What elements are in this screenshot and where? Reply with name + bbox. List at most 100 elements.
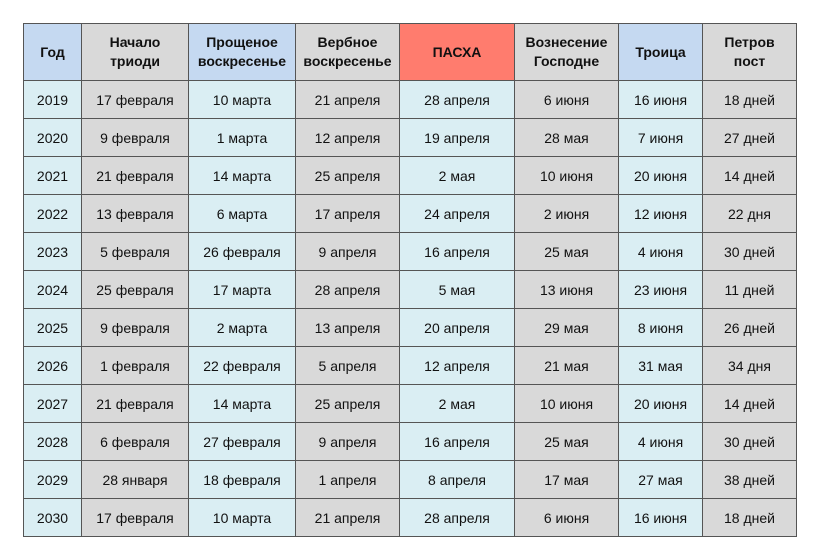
table-cell: 6 февраля: [81, 422, 189, 461]
table-cell: 28 апреля: [399, 498, 515, 537]
table-cell: 28 апреля: [399, 80, 515, 119]
table-cell: 28 мая: [514, 118, 619, 157]
table-cell: 2023: [23, 232, 82, 271]
table-cell: 5 февраля: [81, 232, 189, 271]
table-cell: 18 дней: [702, 80, 797, 119]
table-cell: 29 мая: [514, 308, 619, 347]
table-cell: 8 апреля: [399, 460, 515, 499]
table-cell: 9 апреля: [295, 232, 400, 271]
table-cell: 22 февраля: [188, 346, 296, 385]
table-wrap: Год Начало триоди Прощеное воскресенье Верб…: [23, 23, 797, 537]
table-row: 2024 25 февраля 17 марта 28 апреля 5 мая 13 и…: [23, 270, 797, 309]
table-cell: 16 апреля: [399, 232, 515, 271]
table-cell: 25 мая: [514, 232, 619, 271]
table-cell: 20 июня: [618, 384, 703, 423]
table-cell: 21 февраля: [81, 156, 189, 195]
table-cell: 2027: [23, 384, 82, 423]
table-cell: 2026: [23, 346, 82, 385]
table-cell: 26 дней: [702, 308, 797, 347]
header-cell: Вознесение Господне: [514, 23, 619, 81]
table-cell: 2028: [23, 422, 82, 461]
table-cell: 25 апреля: [295, 156, 400, 195]
table-row: 2020 9 февраля 1 марта 12 апреля 19 апреля 28…: [23, 118, 797, 157]
table-cell: 10 марта: [188, 80, 296, 119]
table-cell: 5 апреля: [295, 346, 400, 385]
table-cell: 25 апреля: [295, 384, 400, 423]
table-cell: 2024: [23, 270, 82, 309]
table-cell: 34 дня: [702, 346, 797, 385]
table-row: 2021 21 февраля 14 марта 25 апреля 2 мая 10 и…: [23, 156, 797, 195]
table-cell: 2 мая: [399, 384, 515, 423]
table-cell: 2019: [23, 80, 82, 119]
table-cell: 7 июня: [618, 118, 703, 157]
header-cell: Год: [23, 23, 82, 81]
calendar-table: Год Начало триоди Прощеное воскресенье Верб…: [23, 23, 797, 537]
table-cell: 17 марта: [188, 270, 296, 309]
table-cell: 6 марта: [188, 194, 296, 233]
table-cell: 16 июня: [618, 498, 703, 537]
table-cell: 1 марта: [188, 118, 296, 157]
table-cell: 13 июня: [514, 270, 619, 309]
table-cell: 38 дней: [702, 460, 797, 499]
header-cell: Петров пост: [702, 23, 797, 81]
table-cell: 22 дня: [702, 194, 797, 233]
table-cell: 1 февраля: [81, 346, 189, 385]
table-cell: 17 февраля: [81, 498, 189, 537]
table-cell: 13 февраля: [81, 194, 189, 233]
header-row: Год Начало триоди Прощеное воскресенье Верб…: [23, 23, 797, 81]
table-cell: 12 июня: [618, 194, 703, 233]
table-cell: 2029: [23, 460, 82, 499]
table-cell: 24 апреля: [399, 194, 515, 233]
table-cell: 28 января: [81, 460, 189, 499]
table-row: 2019 17 февраля 10 марта 21 апреля 28 апреля…: [23, 80, 797, 119]
table-cell: 12 апреля: [399, 346, 515, 385]
table-cell: 10 марта: [188, 498, 296, 537]
header-cell: Троица: [618, 23, 703, 81]
table-cell: 16 апреля: [399, 422, 515, 461]
table-cell: 14 дней: [702, 156, 797, 195]
table-cell: 4 июня: [618, 422, 703, 461]
table-row: 2022 13 февраля 6 марта 17 апреля 24 апреля 2…: [23, 194, 797, 233]
table-cell: 27 мая: [618, 460, 703, 499]
table-cell: 14 марта: [188, 156, 296, 195]
table-cell: 27 февраля: [188, 422, 296, 461]
table-cell: 6 июня: [514, 80, 619, 119]
table-cell: 17 февраля: [81, 80, 189, 119]
header-cell: Прощеное воскресенье: [188, 23, 296, 81]
table-row: 2029 28 января 18 февраля 1 апреля 8 апреля 1…: [23, 460, 797, 499]
header-cell: ПАСХА: [399, 23, 515, 81]
table-cell: 10 июня: [514, 156, 619, 195]
table-cell: 2 марта: [188, 308, 296, 347]
table-cell: 17 мая: [514, 460, 619, 499]
table-cell: 18 дней: [702, 498, 797, 537]
table-cell: 13 апреля: [295, 308, 400, 347]
table-cell: 2 мая: [399, 156, 515, 195]
table-row: 2030 17 февраля 10 марта 21 апреля 28 апреля…: [23, 498, 797, 537]
table-cell: 5 мая: [399, 270, 515, 309]
table-cell: 23 июня: [618, 270, 703, 309]
table-cell: 2 июня: [514, 194, 619, 233]
table-cell: 21 мая: [514, 346, 619, 385]
table-cell: 31 мая: [618, 346, 703, 385]
table-row: 2028 6 февраля 27 февраля 9 апреля 16 апреля…: [23, 422, 797, 461]
table-cell: 2030: [23, 498, 82, 537]
table-cell: 25 мая: [514, 422, 619, 461]
header-cell: Начало триоди: [81, 23, 189, 81]
table-cell: 2021: [23, 156, 82, 195]
table-cell: 19 апреля: [399, 118, 515, 157]
table-cell: 26 февраля: [188, 232, 296, 271]
table-cell: 2020: [23, 118, 82, 157]
table-cell: 21 апреля: [295, 498, 400, 537]
table-row: 2023 5 февраля 26 февраля 9 апреля 16 апреля…: [23, 232, 797, 271]
table-cell: 21 апреля: [295, 80, 400, 119]
table-row: 2027 21 февраля 14 марта 25 апреля 2 мая 10 и…: [23, 384, 797, 423]
table-cell: 9 февраля: [81, 308, 189, 347]
table-cell: 12 апреля: [295, 118, 400, 157]
table-row: 2026 1 февраля 22 февраля 5 апреля 12 апреля…: [23, 346, 797, 385]
table-cell: 27 дней: [702, 118, 797, 157]
table-cell: 20 июня: [618, 156, 703, 195]
table-cell: 25 февраля: [81, 270, 189, 309]
table-cell: 2025: [23, 308, 82, 347]
table-cell: 6 июня: [514, 498, 619, 537]
